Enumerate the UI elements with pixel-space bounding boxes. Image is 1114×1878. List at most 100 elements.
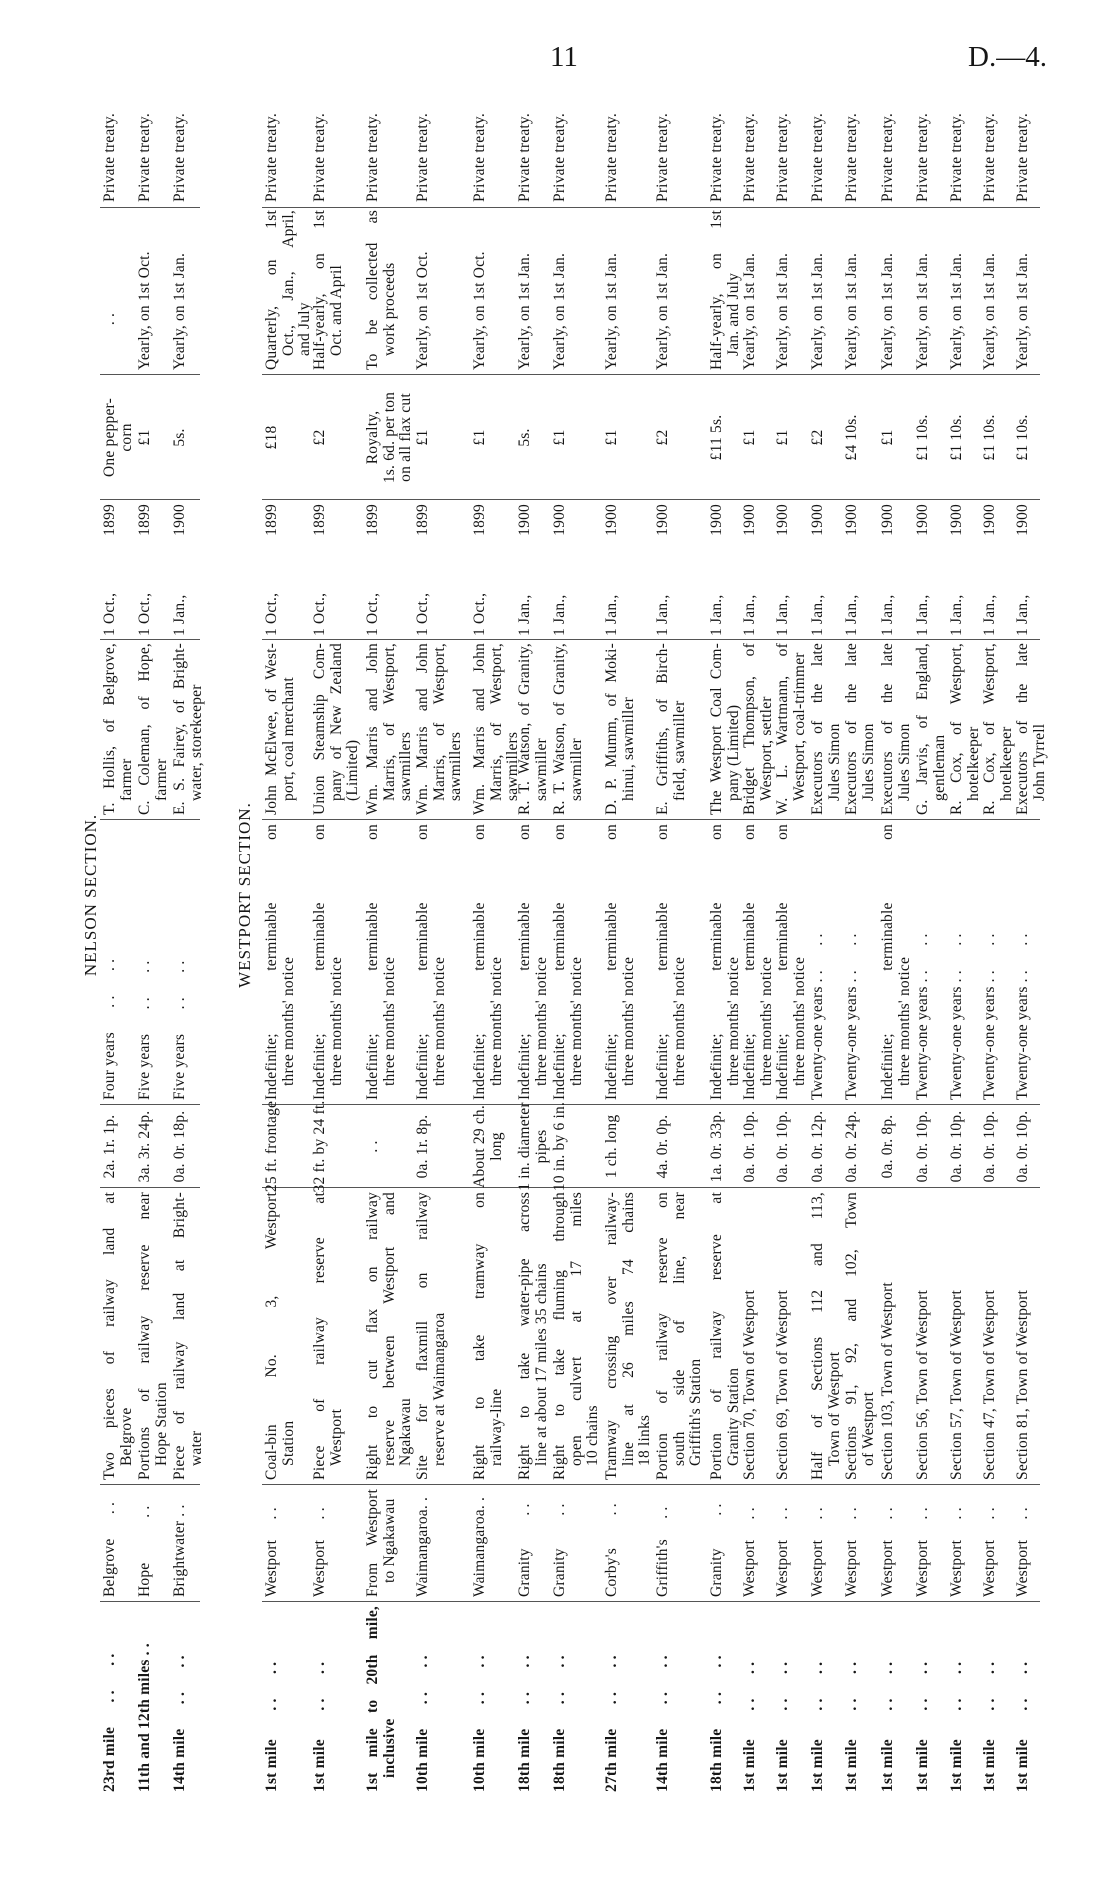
- cell-station: Hope . .: [136, 1489, 154, 1597]
- cell-rent: £2: [809, 375, 827, 500]
- cell-mileage: 14th mile . . . .: [654, 1606, 672, 1792]
- description-text-line: Griffith's Station: [687, 1358, 704, 1466]
- cell-mileage: 27th mile . . . .: [603, 1606, 621, 1792]
- table-row: 27th mile . . . . Corby's . . Tramway cros…: [603, 0, 653, 1878]
- rent-text-line: 5s.: [516, 428, 533, 447]
- cell-lessee: Executors of the late Jules Simon: [843, 643, 877, 815]
- lessee-text-line: Westport, coal-trimmer: [790, 652, 808, 801]
- date-day: 1 Oct.,: [364, 592, 381, 636]
- cell-lessee: W. L. Wartmann, of Westport, coal-trimmer: [774, 643, 808, 815]
- cell-disposal: Private treaty.: [1014, 82, 1032, 202]
- term-text-line: Twenty-one years . . . .: [914, 933, 931, 1100]
- table-row: 1st mile . . . . Westport . . Section 47, …: [981, 0, 1015, 1878]
- description-text-line: Site for flaxmill on railway: [414, 1192, 431, 1480]
- cell-lessee: C. Coleman, of Hope, farmer: [136, 643, 170, 815]
- cell-disposal: Private treaty.: [516, 82, 534, 202]
- table-row: 1st mile . . . . Westport . . Piece of rai…: [311, 0, 361, 1878]
- cell-term: Indefinite; terminable on three months' n…: [414, 824, 448, 1100]
- cell-station: Westport . .: [981, 1489, 999, 1597]
- cell-lessee: T. Hollis, of Belgrove, farmer: [101, 643, 135, 815]
- cell-mileage: 10th mile . . . .: [414, 1606, 432, 1792]
- cell-disposal: Private treaty.: [914, 82, 932, 202]
- cell-mileage: 1st mile . . . .: [879, 1606, 897, 1792]
- cell-disposal: Private treaty.: [263, 82, 281, 202]
- cell-disposal: Private treaty.: [136, 82, 154, 202]
- date-year: 1900: [603, 504, 620, 536]
- cell-mileage: 18th mile . . . .: [516, 1606, 534, 1792]
- cell-area: About 29 ch. long: [471, 1105, 505, 1188]
- term-text-line: three months' notice: [327, 956, 345, 1086]
- lessee-text-line: R. Cox, of Westport,: [981, 643, 998, 815]
- lessee-text-line: Executors of the late: [809, 643, 826, 815]
- cell-disposal: Private treaty.: [471, 82, 489, 202]
- cell-lessee: The Westport Coal Com-pany (Limited): [708, 643, 742, 815]
- disposal-text-line: Private treaty.: [708, 113, 725, 202]
- date-day: 1 Jan.,: [879, 594, 896, 636]
- lessee-text-line: Bridget Thompson, of: [741, 643, 758, 815]
- table-row: 1st mile . . . . Westport . . Coal-bin No.…: [263, 0, 313, 1878]
- payable-text-line: Yearly, on 1st Jan.: [516, 252, 533, 370]
- cell-disposal: Private treaty.: [741, 82, 759, 202]
- disposal-text-line: Private treaty.: [551, 113, 568, 202]
- description-text-line: Portion of railway reserve on: [654, 1192, 671, 1480]
- cell-description: Tramway crossing over railway-line at 26…: [603, 1192, 654, 1480]
- date-year: 1900: [879, 504, 896, 536]
- lessee-text-line: sawmillers: [447, 731, 464, 801]
- cell-rent: £11 5s.: [708, 375, 726, 500]
- cell-date: 1 Oct., 1899: [136, 504, 154, 636]
- station-text-line: to Ngakawau: [380, 1498, 398, 1583]
- cell-mileage: 18th mile . . . .: [551, 1606, 569, 1792]
- description-text-line: Section 103, Town of Westport: [879, 1282, 896, 1480]
- payable-text-line: Yearly, on 1st Jan.: [741, 252, 758, 370]
- cell-area: 10 in. by 6 in.: [551, 1102, 569, 1191]
- cell-disposal: Private treaty.: [809, 82, 827, 202]
- cell-rent: £1: [471, 375, 489, 500]
- cell-description: Section 57, Town of Westport: [948, 1192, 966, 1480]
- payable-text-line: Yearly, on 1st Oct.: [136, 251, 153, 370]
- cell-date: 1 Jan., 1900: [914, 504, 932, 636]
- cell-payable: Yearly, on 1st Oct.: [136, 210, 154, 370]
- cell-description: Half of Sections 112 and 113, Town of Wes…: [809, 1192, 843, 1480]
- description-text-line: Section 47, Town of Westport: [981, 1290, 998, 1480]
- date-year: 1900: [551, 504, 568, 536]
- date-year: 1900: [171, 504, 188, 536]
- description-text-line: Section 70, Town of Westport: [741, 1290, 758, 1480]
- lessee-text-line: sawmiller: [532, 738, 550, 801]
- payable-text-line: Yearly, on 1st Jan.: [914, 252, 931, 370]
- lessee-text-line: Westport, settler: [757, 696, 775, 801]
- description-text-line: Coal-bin No. 3, Westport: [263, 1192, 280, 1480]
- area-text-line: 0a. 0r. 10p.: [1014, 1110, 1031, 1183]
- cell-description: Piece of railway land at Bright-water: [171, 1192, 205, 1480]
- cell-term: Twenty-one years . . . .: [948, 824, 966, 1100]
- table-row: 18th mile . . . . Granity . . Right to tak…: [551, 0, 601, 1878]
- term-text-line: three months' notice: [790, 956, 808, 1086]
- cell-mileage: 1st mile . . . .: [948, 1606, 966, 1792]
- cell-rent: 5s.: [516, 375, 534, 500]
- payable-text-line: Yearly, on 1st Jan.: [809, 252, 826, 370]
- table-row: 1st mile . . . . Westport . . Sections 91,…: [843, 0, 877, 1878]
- description-text-line: Belgrove: [117, 1407, 135, 1466]
- term-text-line: Indefinite; terminable on: [263, 824, 280, 1100]
- description-text-line: Sections 91, 92, and 102, Town: [843, 1192, 860, 1480]
- rent-text-line: corn: [117, 423, 135, 452]
- payable-text-line: Half-yearly, on 1st: [708, 210, 725, 370]
- lessee-text-line: (Limited): [344, 739, 361, 801]
- table-row: 1st mile to 20th mile, inclusive From West…: [364, 0, 414, 1878]
- term-text-line: Twenty-one years . . . .: [948, 933, 965, 1100]
- cell-term: Twenty-one years . . . .: [981, 824, 999, 1100]
- table-row: 14th mile . . . . Brightwater . . Piece of…: [171, 0, 205, 1878]
- cell-lessee: Wm. Marris and John Marris, of Westport, s…: [364, 643, 415, 815]
- disposal-text-line: Private treaty.: [516, 113, 533, 202]
- term-text-line: Indefinite; terminable on: [471, 824, 488, 1100]
- area-text-line: 0a. 0r. 10p.: [981, 1110, 998, 1183]
- lessee-text-line: port, coal merchant: [279, 677, 297, 801]
- date-year: 1899: [311, 504, 328, 536]
- date-year: 1899: [364, 504, 381, 536]
- description-text-line: Hope Station: [152, 1382, 170, 1466]
- area-text-line: 0a. 0r. 8p.: [879, 1114, 896, 1179]
- cell-mileage: 1st mile . . . .: [263, 1606, 281, 1792]
- cell-payable: Yearly, on 1st Jan.: [551, 210, 569, 370]
- mileage-text-line: 1st mile . . . .: [809, 1661, 826, 1792]
- station-text-line: Brightwater . .: [171, 1504, 188, 1597]
- cell-area: . .: [364, 1105, 382, 1188]
